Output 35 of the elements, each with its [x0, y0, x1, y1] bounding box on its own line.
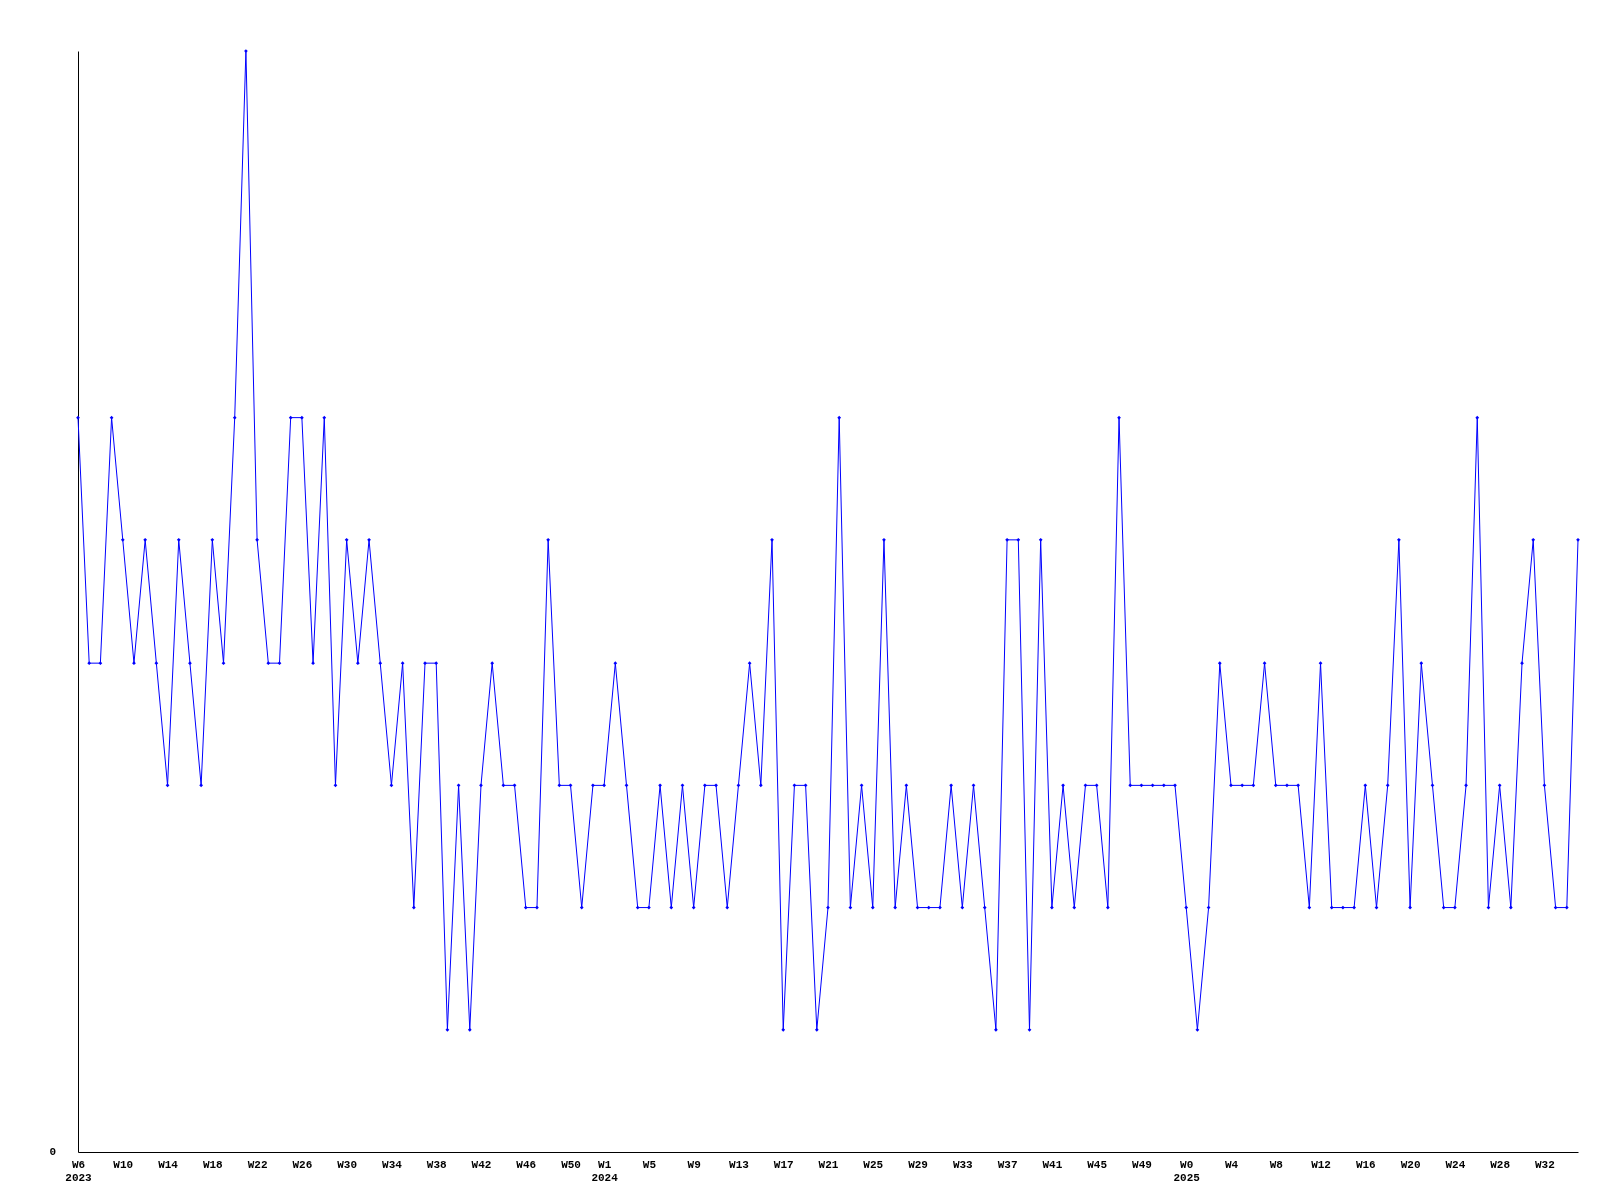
x-tick-label: W30: [337, 1158, 358, 1171]
x-tick-label: W42: [471, 1158, 492, 1171]
x-tick-label: W8: [1269, 1158, 1284, 1171]
x-tick-label: W32: [1535, 1158, 1555, 1171]
x-tick-label: W6 2023: [65, 1158, 93, 1184]
x-tick-label: W18: [202, 1158, 224, 1171]
x-tick-label: W0 2025: [1173, 1158, 1201, 1184]
x-tick-label: W14: [158, 1158, 179, 1171]
x-tick-label: W26: [292, 1158, 313, 1171]
x-tick-label: W24: [1445, 1158, 1466, 1171]
x-tick-label: W50: [561, 1158, 581, 1171]
x-tick-label: W12: [1311, 1158, 1331, 1171]
x-tick-label: W5: [642, 1158, 657, 1171]
x-tick-label: W4: [1224, 1158, 1239, 1171]
x-tick-label: W20: [1400, 1158, 1421, 1171]
x-tick-label: W45: [1087, 1158, 1108, 1171]
x-tick-label: W33: [952, 1158, 974, 1171]
x-tick-label: W17: [773, 1158, 794, 1171]
text: 0: [49, 1146, 56, 1158]
x-tick-label: W28: [1490, 1158, 1511, 1171]
x-tick-label: W10: [113, 1158, 134, 1171]
x-tick-label: W34: [382, 1158, 403, 1171]
x-tick-label: W41: [1042, 1158, 1063, 1171]
x-tick-label: W1 2024: [591, 1158, 619, 1184]
x-tick-label: W49: [1132, 1158, 1152, 1171]
x-tick-label: W9: [687, 1158, 701, 1171]
x-tick-label: W29: [908, 1158, 928, 1171]
x-tick-label: W16: [1355, 1158, 1376, 1171]
x-tick-label: W46: [516, 1158, 537, 1171]
x-tick-label: W38: [426, 1158, 447, 1171]
x-tick-label: W21: [818, 1158, 839, 1171]
x-tick-label: W25: [863, 1158, 884, 1171]
x-tick-label: W13: [729, 1158, 750, 1171]
x-tick-label: W22: [247, 1158, 268, 1171]
x-tick-label: W37: [997, 1158, 1018, 1171]
